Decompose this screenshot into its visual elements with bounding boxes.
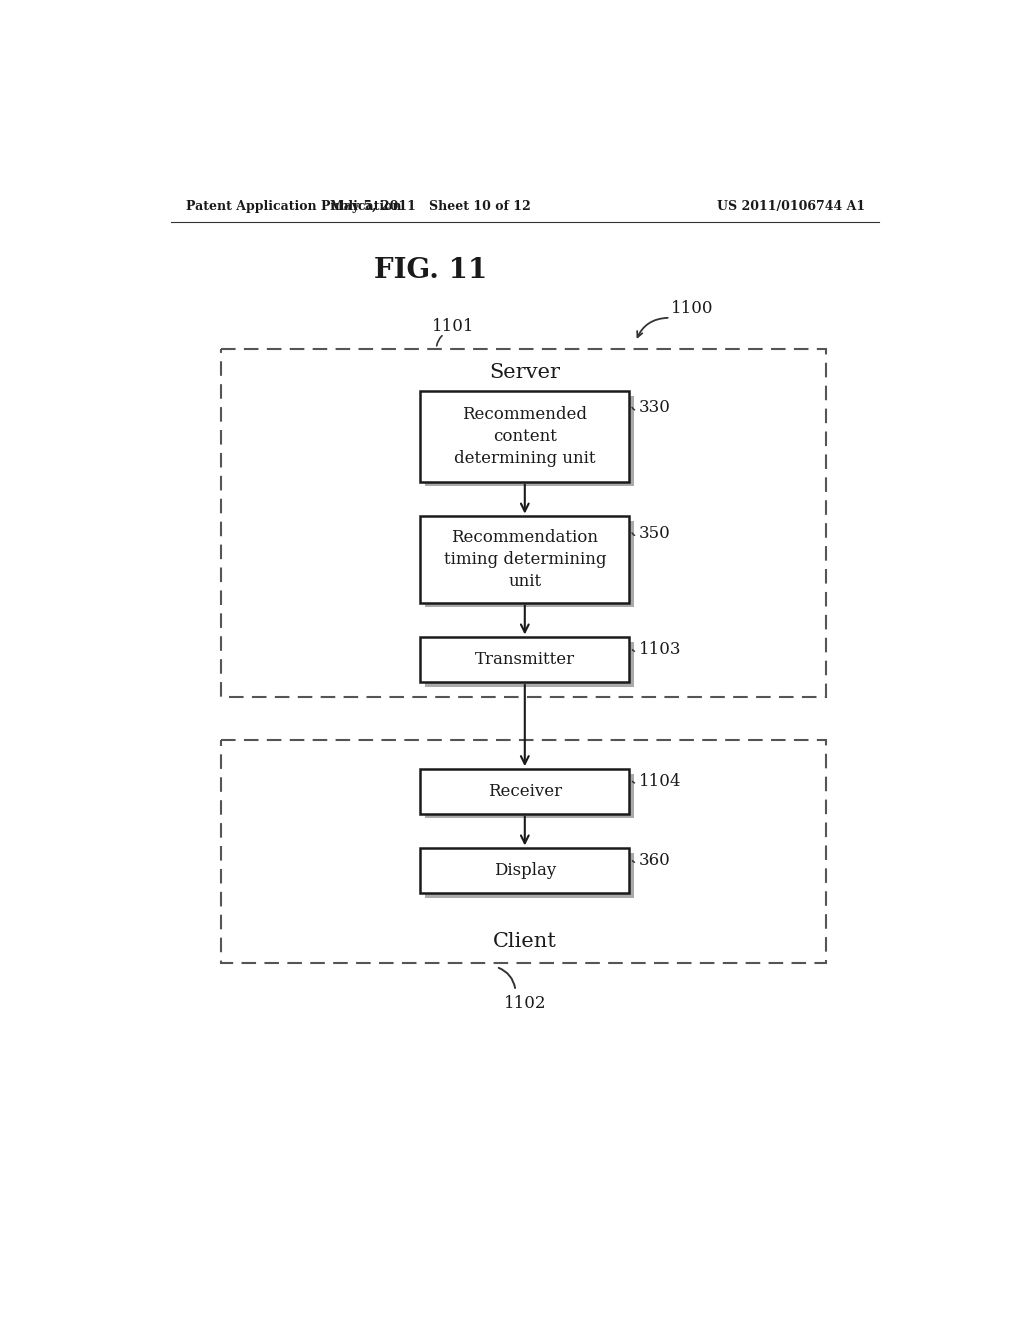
Text: Display: Display [494,862,556,879]
Text: 1104: 1104 [639,772,681,789]
Bar [420,849,630,892]
Bar [425,521,634,607]
Text: 360: 360 [639,853,671,869]
Text: Recommendation
timing determining
unit: Recommendation timing determining unit [443,529,606,590]
Bar [425,396,634,487]
Bar [420,391,630,482]
Text: 330: 330 [639,400,671,416]
Bar [425,642,634,686]
Text: FIG. 11: FIG. 11 [374,256,486,284]
Text: Recommended
content
determining unit: Recommended content determining unit [454,405,596,467]
Bar [420,516,630,603]
Text: 1100: 1100 [671,300,713,317]
Text: Receiver: Receiver [487,783,562,800]
Text: 1101: 1101 [432,318,475,335]
Text: US 2011/0106744 A1: US 2011/0106744 A1 [717,199,865,213]
Bar [420,638,630,682]
Text: Transmitter: Transmitter [475,651,574,668]
Text: Client: Client [493,932,557,950]
Text: Patent Application Publication: Patent Application Publication [186,199,401,213]
Bar [221,739,825,964]
Text: 1103: 1103 [639,642,681,659]
Bar [425,774,634,818]
Text: Server: Server [489,363,560,381]
Bar [221,350,825,697]
Bar [420,770,630,813]
Text: May 5, 2011   Sheet 10 of 12: May 5, 2011 Sheet 10 of 12 [330,199,530,213]
Bar [425,853,634,898]
Text: 1102: 1102 [504,994,546,1011]
Text: 350: 350 [639,525,671,543]
